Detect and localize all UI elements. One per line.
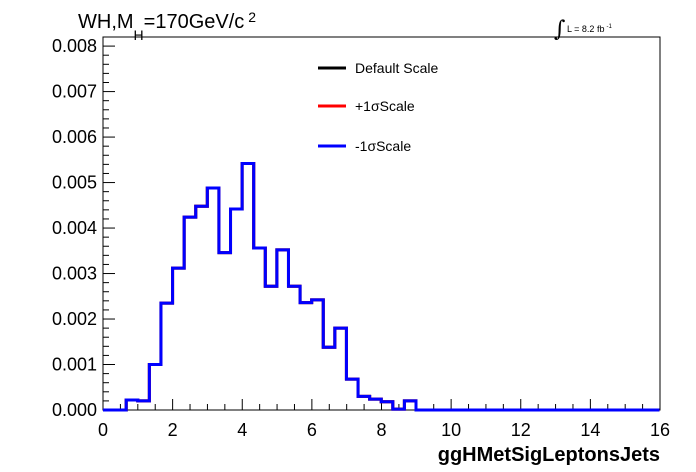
y-tick-label: 0.004 [52,218,97,238]
legend-label-default: Default Scale [355,60,438,76]
lumi-text: L = 8.2 fb [567,24,604,34]
y-tick-label: 0.003 [52,264,97,284]
legend-label-minus1sigma: -1σScale [355,138,411,154]
x-tick-label: 10 [441,420,461,440]
y-tick-label: 0.007 [52,82,97,102]
series-minus1sigma-scale [103,161,660,412]
y-tick-label: 0.008 [52,36,97,56]
lumi-superscript: -1 [606,24,612,30]
x-tick-label: 16 [650,420,670,440]
title-middle: =170GeV/c [144,11,245,33]
x-tick-label: 0 [98,420,108,440]
x-tick-label: 4 [237,420,247,440]
y-tick-label: 0.005 [52,173,97,193]
y-tick-label: 0.000 [52,400,97,420]
legend: Default Scale +1σScale -1σScale [318,60,438,154]
series-default-scale [103,161,660,412]
x-tick-label: 8 [376,420,386,440]
legend-label-plus1sigma: +1σScale [355,98,415,114]
x-axis-label: ggHMetSigLeptonsJets [438,444,660,466]
y-tick-label: 0.001 [52,355,97,375]
title-prefix: WH,M [78,11,134,33]
x-tick-label: 6 [307,420,317,440]
title-superscript: 2 [248,9,256,25]
series-layer [103,161,660,412]
x-tick-label: 12 [511,420,531,440]
title-subscript: H [134,27,144,43]
x-tick-label: 2 [168,420,178,440]
plot-frame [102,36,661,411]
y-tick-label: 0.006 [52,127,97,147]
series-plus1sigma-scale [103,161,660,412]
y-tick-label: 0.002 [52,309,97,329]
integral-symbol: ∫ [554,17,566,42]
lumi-label: L = 8.2 fb -1 [567,24,612,34]
chart-title: WH,MH=170GeV/c 2 [78,9,256,43]
x-tick-label: 14 [580,420,600,440]
axes: 0.000 0.001 0.002 0.003 0.004 0.005 0.006 0.007… [52,36,670,440]
